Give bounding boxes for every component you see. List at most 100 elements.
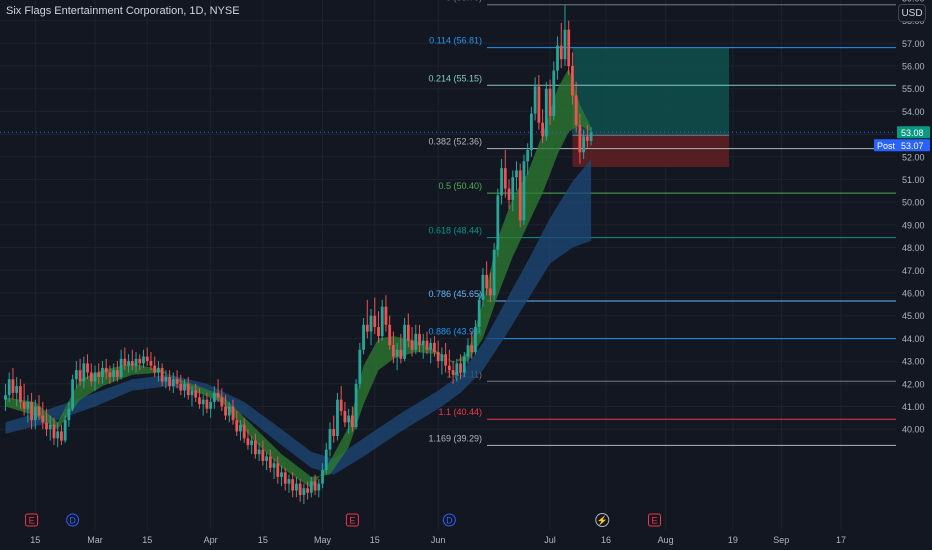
event-markers[interactable]: E D E D ⚡ E [25,513,661,527]
target-zone[interactable] [572,47,730,136]
candle-body [410,340,414,350]
candle-body [298,483,302,496]
candle-body [63,420,67,441]
candle-body [231,406,235,421]
dividend-icon[interactable] [442,513,456,527]
candle-body [507,188,511,200]
candle-body [309,481,313,493]
candle-body [134,358,138,366]
time-tick-label: Jun [431,535,446,545]
dividend-icon[interactable] [66,513,80,527]
time-axis[interactable]: 15 Mar 15 Apr 15 May 15 Jun Jul 16 Aug 19 Sep 17 [0,530,932,550]
candle-body [175,379,179,384]
candle-body [541,122,544,137]
candle-body [160,367,164,382]
candle-body [362,324,365,350]
candle-body [71,379,75,409]
fib-level-label: 0.5 (50.40) [438,181,482,191]
candle-body [399,349,403,359]
candle-body [343,411,347,423]
candle-body [246,438,250,446]
currency-button[interactable]: USD [898,4,926,22]
candle-body [250,440,254,446]
candle-body [429,342,433,350]
candle-body [235,420,239,432]
candle-body [224,406,227,416]
candle-body [388,324,392,346]
stop-zone[interactable] [572,135,730,168]
time-tick-label: 19 [728,535,738,545]
candle-body [571,66,574,96]
candle-body [239,424,242,432]
symbol-title: Six Flags Entertainment Corporation, 1D,… [6,5,240,17]
candle-body [440,354,444,362]
earnings-icon[interactable] [648,513,661,527]
candle-body [544,88,548,137]
last-price-value: 53.08 [901,128,924,138]
candle-body [582,136,586,153]
fib-level-label: 0.618 (48.44) [428,226,482,236]
candle-body [119,358,123,377]
candle-body [242,424,246,439]
candle-body [164,376,168,382]
fib-level-label: 0.786 (45.65) [428,289,482,299]
candle-body [451,370,455,375]
candle-body [518,170,522,221]
candle-body [60,431,63,441]
fib-level-label: 0.214 (55.15) [428,73,482,83]
time-tick-label: Aug [658,535,674,545]
candle-body [425,340,429,350]
slow-ma-ribbon [5,159,592,475]
earnings-icon[interactable] [345,513,359,527]
split-label: ⚡ [597,515,608,527]
candle-body [157,367,160,373]
split-icon[interactable] [595,513,610,527]
candle-body [41,415,45,423]
candle-body [74,370,78,380]
candle-body [466,345,470,357]
time-tick-label: Jul [544,535,556,545]
candle-body [406,324,410,341]
candle-body [485,274,489,289]
candle-body [261,449,265,461]
fib-level-label: 0.114 (56.81) [429,36,482,46]
candle-body [15,386,19,393]
candle-body [403,324,406,359]
candle-body [328,429,332,450]
candle-body [86,363,89,373]
candle-body [530,113,533,150]
candle-body [48,424,52,430]
long-position-tool[interactable] [572,47,730,168]
candle-body [283,472,287,484]
fib-level-label: 1.1 (40.44) [438,407,482,417]
candle-body [190,390,194,396]
candle-body [220,397,224,407]
candle-body [97,372,101,377]
candle-body [149,361,153,366]
candle-body [433,342,436,353]
candle-body [537,86,541,123]
candle-body [108,372,112,377]
last-price-badge [897,126,930,139]
candle-body [130,361,134,366]
price-axis[interactable]: 62.0061.0060.0059.0058.0057.0056.0055.00… [874,0,932,550]
candle-body [216,392,220,398]
candle-body [578,125,582,153]
candle-body [548,88,552,116]
price-tick-label: 48.00 [902,243,925,253]
fib-level-label: 0.886 (43.99) [428,327,482,337]
price-tick-label: 50.00 [902,198,925,208]
candle-body [567,29,571,66]
candle-body [462,356,466,373]
candle-body [321,470,324,484]
earnings-icon[interactable] [25,513,39,527]
candle-body [26,401,30,409]
candle-body [339,399,343,412]
time-tick-label: Mar [87,535,103,545]
candle-body [291,479,295,491]
candle-body [101,367,104,377]
fast-ma-ribbon [5,68,592,489]
candle-body [205,399,209,409]
candle-body [556,45,559,71]
